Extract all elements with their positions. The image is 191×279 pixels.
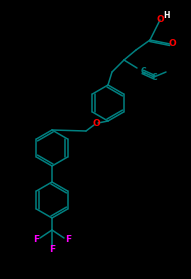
- Text: F: F: [49, 246, 55, 254]
- Text: O: O: [92, 119, 100, 128]
- Text: O: O: [156, 16, 164, 25]
- Text: F: F: [65, 235, 71, 244]
- Text: O: O: [168, 40, 176, 49]
- Text: C: C: [140, 68, 146, 76]
- Text: H: H: [164, 11, 170, 20]
- Text: F: F: [33, 235, 39, 244]
- Text: C: C: [151, 73, 157, 81]
